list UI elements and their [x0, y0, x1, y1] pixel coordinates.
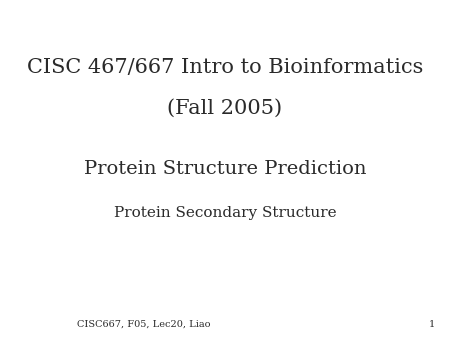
Text: 1: 1 [429, 320, 435, 329]
Text: CISC 467/667 Intro to Bioinformatics: CISC 467/667 Intro to Bioinformatics [27, 58, 423, 77]
Text: Protein Secondary Structure: Protein Secondary Structure [114, 206, 336, 220]
Text: (Fall 2005): (Fall 2005) [167, 99, 283, 118]
Text: Protein Structure Prediction: Protein Structure Prediction [84, 160, 366, 178]
Text: CISC667, F05, Lec20, Liao: CISC667, F05, Lec20, Liao [77, 320, 211, 329]
